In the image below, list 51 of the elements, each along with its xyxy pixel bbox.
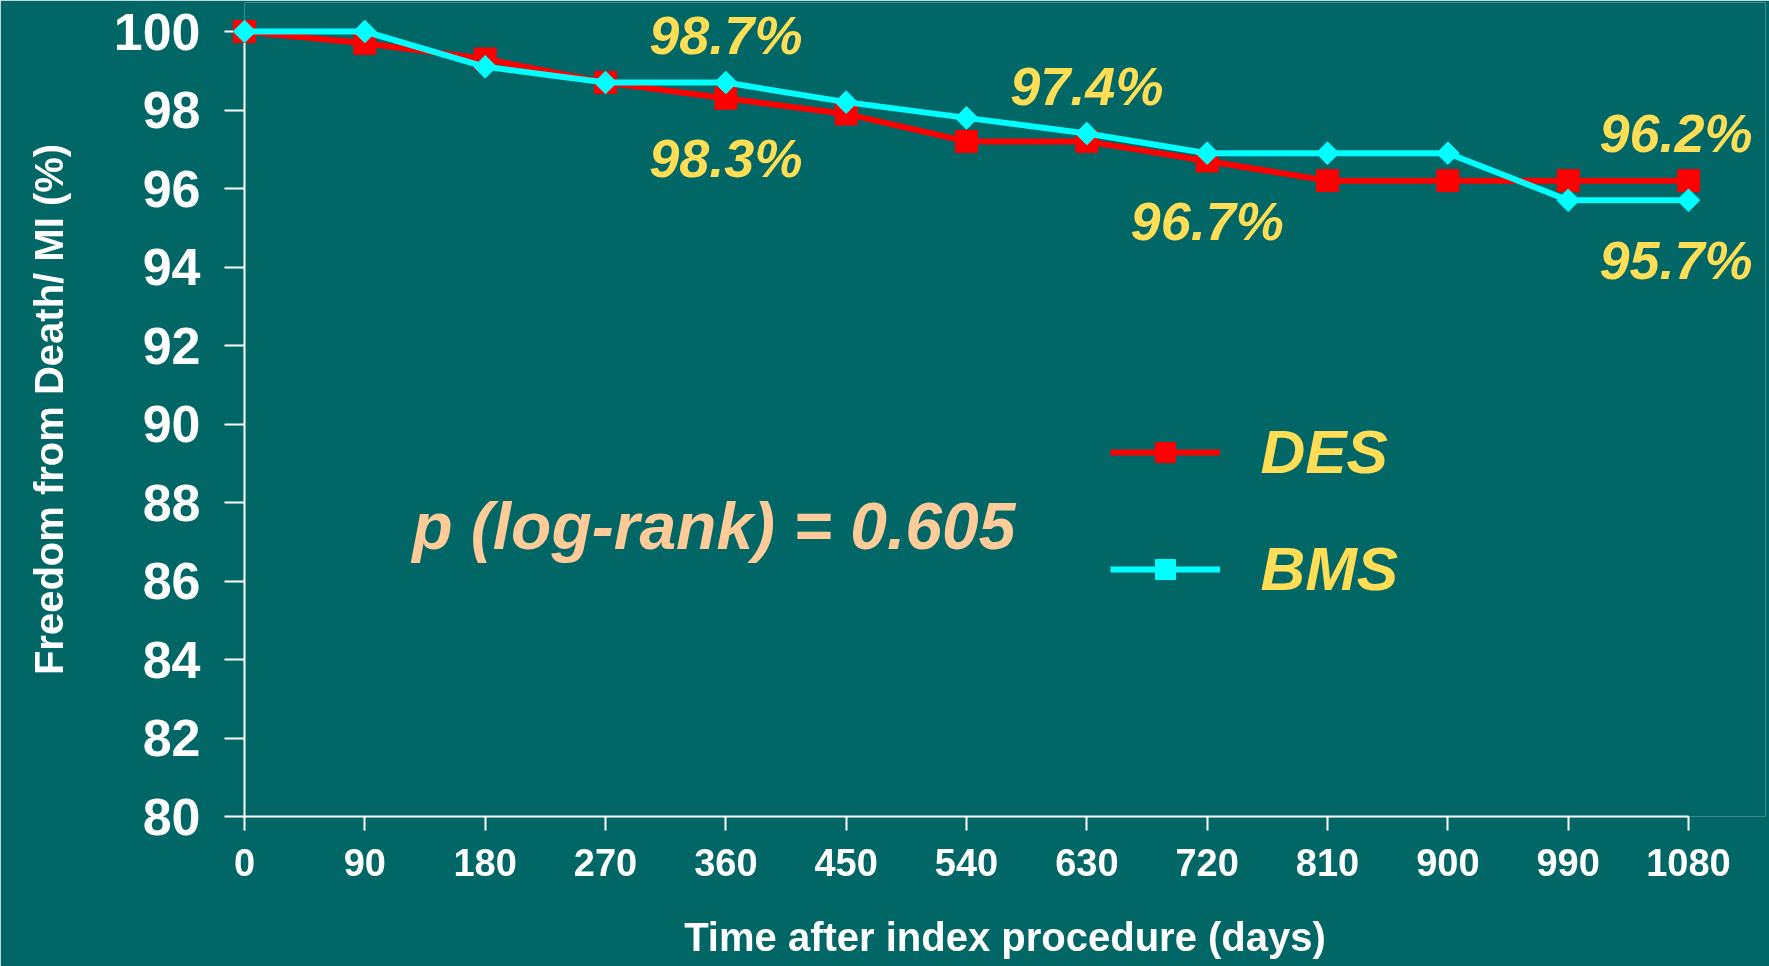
point <box>1436 169 1460 193</box>
legend-label: BMS <box>1260 533 1399 605</box>
point <box>955 129 978 153</box>
point <box>1195 141 1219 165</box>
y-tick-label: 100 <box>113 2 201 61</box>
point <box>714 70 738 95</box>
point <box>1075 121 1099 146</box>
y-tick-label: 88 <box>142 473 201 532</box>
y-tick-label: 82 <box>142 709 201 767</box>
x-tick-label: 450 <box>814 841 878 884</box>
x-tick-label: 0 <box>233 841 256 884</box>
y-tick-label: 90 <box>142 395 201 453</box>
annotation: p (log-rank) = 0.605 <box>410 489 1017 564</box>
x-tick-label: 360 <box>694 841 758 884</box>
x-tick-label: 630 <box>1055 841 1119 884</box>
data-label: 95.7% <box>1599 230 1753 291</box>
x-tick-label: 810 <box>1295 841 1360 884</box>
point <box>353 19 377 44</box>
point <box>834 90 858 114</box>
x-tick-label: 540 <box>934 841 999 884</box>
y-tick-label: 96 <box>142 159 201 218</box>
y-tick-label: 84 <box>142 630 201 689</box>
y-tick-label: 92 <box>142 316 201 375</box>
point <box>473 55 497 79</box>
data-label: 98.7% <box>649 4 803 65</box>
data-label: 96.2% <box>1599 102 1753 163</box>
y-tick-label: 80 <box>142 787 201 846</box>
x-tick-label: 270 <box>573 841 638 884</box>
data-label: 98.3% <box>649 128 803 189</box>
point <box>1676 188 1701 213</box>
point <box>1677 169 1700 193</box>
point <box>1316 169 1339 193</box>
x-tick-label: 180 <box>453 841 517 884</box>
point <box>1436 141 1460 165</box>
x-tick-label: 90 <box>343 841 386 884</box>
x-tick-label: 900 <box>1416 841 1480 884</box>
point <box>1556 188 1580 213</box>
y-tick-label: 94 <box>142 238 201 296</box>
y-tick-label: 98 <box>142 81 201 139</box>
y-tick-label: 86 <box>142 552 201 610</box>
x-axis-title: Time after index procedure (days) <box>684 914 1326 959</box>
y-axis-title: Freedom from Death/ MI (%) <box>26 143 71 676</box>
data-label: 97.4% <box>1010 55 1164 116</box>
point <box>1315 141 1340 165</box>
legend-label: DES <box>1260 416 1388 488</box>
x-tick-label: 990 <box>1536 841 1600 884</box>
point <box>1556 169 1580 193</box>
data-label: 96.7% <box>1130 191 1284 252</box>
point <box>954 106 979 130</box>
x-tick-label: 1080 <box>1646 841 1731 884</box>
x-tick-label: 720 <box>1175 841 1239 884</box>
